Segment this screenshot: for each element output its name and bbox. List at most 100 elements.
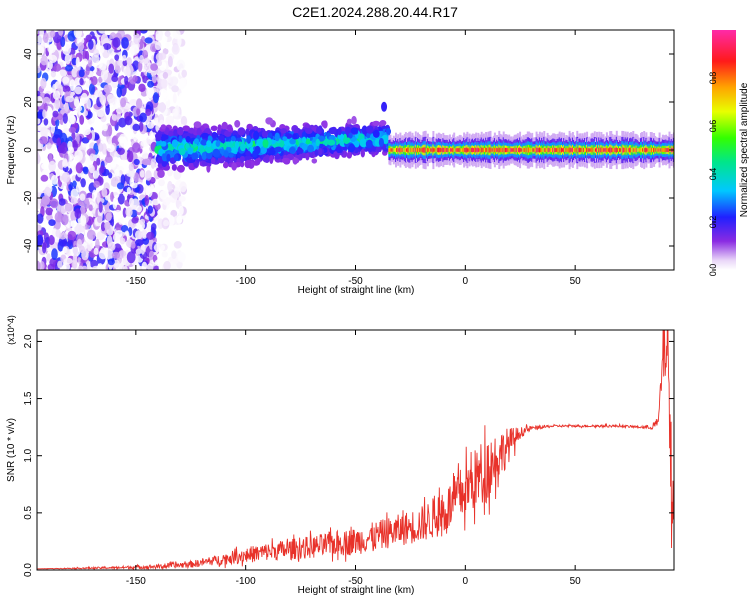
heatmap-cell	[351, 115, 357, 125]
heatmap-cell	[37, 111, 44, 119]
heatmap-cell	[604, 148, 607, 152]
heatmap-cell	[305, 138, 311, 145]
heatmap-cell	[73, 96, 80, 108]
heatmap-cell	[48, 219, 56, 227]
heatmap-cell	[437, 147, 440, 153]
heatmap-cell	[163, 260, 171, 270]
heatmap-cell	[160, 141, 167, 147]
heatmap-cell	[141, 229, 148, 239]
heatmap-cell	[102, 49, 110, 59]
heatmap-cell	[80, 215, 87, 227]
heatmap-cell	[223, 161, 229, 169]
heatmap-cell	[79, 78, 84, 86]
heatmap-cell	[327, 139, 336, 146]
x-tick-label: 50	[570, 276, 582, 287]
heatmap-cell	[71, 131, 76, 141]
heatmap-cell	[112, 197, 118, 210]
heatmap-cell	[172, 108, 179, 117]
heatmap-cell	[139, 54, 144, 64]
heatmap-cell	[57, 260, 63, 269]
heatmap-cell	[37, 152, 40, 164]
heatmap-cell	[97, 215, 103, 223]
heatmap-cell	[124, 116, 133, 126]
heatmap-cell	[473, 148, 475, 152]
heatmap-cell	[424, 147, 427, 153]
heatmap-cell	[161, 153, 168, 162]
heatmap-cell	[154, 259, 164, 267]
heatmap-cell	[260, 145, 268, 155]
heatmap-cell	[105, 212, 112, 222]
heatmap-cell	[445, 147, 448, 152]
heatmap-cell	[443, 147, 446, 152]
heatmap-cell	[168, 130, 174, 137]
heatmap-cell	[645, 147, 648, 153]
heatmap-cell	[339, 140, 345, 146]
heatmap-cell	[171, 250, 177, 260]
heatmap-cell	[150, 158, 156, 170]
heatmap-cell	[281, 157, 288, 164]
heatmap-cell	[390, 148, 393, 152]
heatmap-cell	[173, 154, 179, 161]
heatmap-cell	[480, 147, 483, 153]
heatmap-cell	[627, 148, 630, 152]
heatmap-cell	[656, 148, 659, 152]
heatmap-cell	[353, 140, 360, 148]
heatmap-cell	[37, 260, 41, 270]
heatmap-cell	[133, 172, 139, 183]
heatmap-cell	[399, 147, 402, 153]
heatmap-cell	[660, 148, 663, 152]
heatmap-cell	[169, 233, 175, 244]
heatmap-cell	[171, 164, 177, 171]
heatmap-cell	[101, 187, 108, 198]
snr-background	[37, 330, 674, 570]
heatmap-cell	[579, 147, 582, 153]
heatmap-cell	[122, 54, 127, 62]
heatmap-cell	[54, 211, 63, 223]
heatmap-cell	[88, 164, 95, 174]
heatmap-cell	[256, 157, 261, 164]
heatmap-cell	[495, 148, 497, 152]
heatmap-cell	[269, 147, 276, 156]
snr-x-ticks: -150 -100 -50 0 50	[126, 330, 581, 587]
heatmap-cell	[177, 164, 185, 173]
heatmap-cell	[622, 147, 625, 153]
heatmap-cell	[586, 147, 589, 153]
heatmap-cell	[100, 222, 106, 232]
heatmap-cell	[609, 147, 612, 153]
heatmap-cell	[507, 148, 510, 152]
heatmap-cell	[156, 59, 162, 67]
heatmap-cell	[72, 253, 78, 265]
heatmap-cell	[116, 107, 123, 114]
heatmap-cell	[592, 147, 595, 153]
heatmap-cell	[571, 147, 574, 153]
heatmap-x-label: Height of straight line (km)	[298, 285, 415, 296]
heatmap-cell	[631, 147, 634, 153]
heatmap-cell	[119, 138, 128, 148]
x-tick-label: 0	[463, 276, 469, 287]
heatmap-cell	[446, 148, 449, 153]
heatmap-cell	[79, 245, 85, 254]
y-tick-label: 0.0	[23, 563, 34, 577]
heatmap-cell	[116, 86, 123, 98]
heatmap-cell	[162, 48, 169, 55]
heatmap-cell	[62, 76, 70, 84]
heatmap-cells	[37, 30, 674, 270]
heatmap-cell	[63, 257, 73, 265]
heatmap-cell	[80, 92, 88, 105]
heatmap-cell	[274, 154, 281, 160]
heatmap-cell	[244, 159, 252, 169]
heatmap-cell	[537, 148, 540, 152]
heatmap-cell	[226, 124, 233, 132]
heatmap-cell	[632, 147, 635, 153]
heatmap-cell	[343, 137, 350, 144]
heatmap-cell	[90, 129, 95, 142]
heatmap-cell	[559, 147, 562, 153]
heatmap-cell	[545, 148, 548, 152]
heatmap-cell	[205, 144, 213, 154]
heatmap-cell	[441, 148, 444, 152]
colorbar-label: Normalized spectral amplitude	[739, 82, 750, 217]
heatmap-cell	[47, 43, 56, 54]
heatmap-cell	[117, 193, 125, 205]
heatmap-cell	[201, 152, 207, 160]
heatmap-cell	[161, 134, 169, 140]
